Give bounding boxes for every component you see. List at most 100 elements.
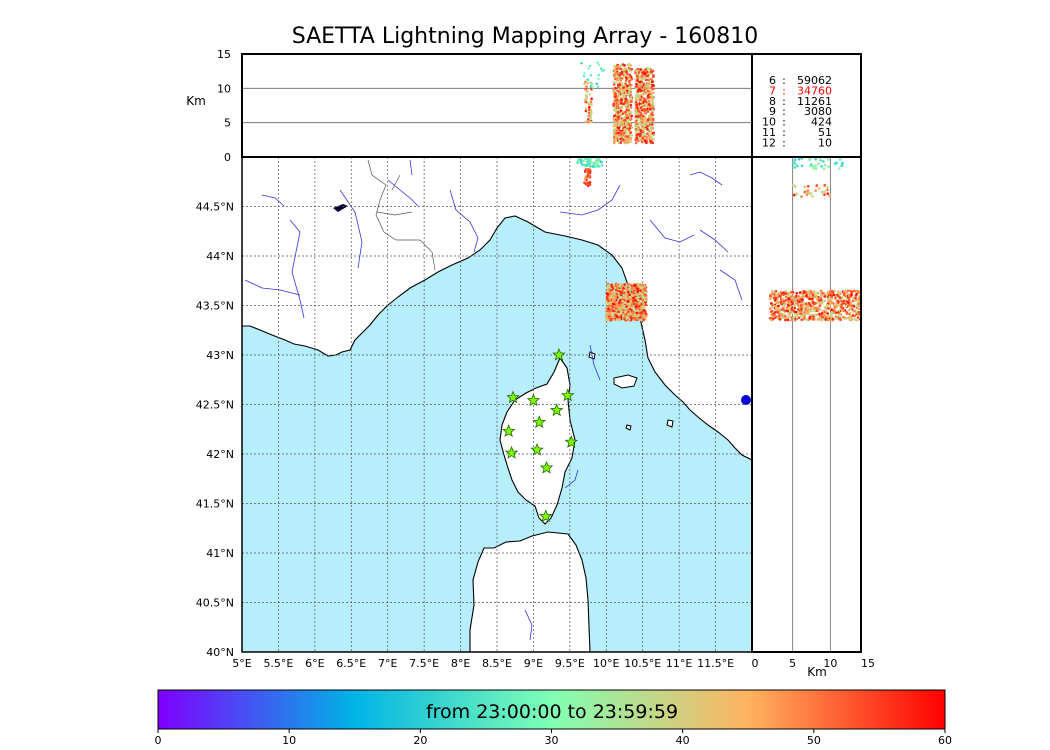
altitude-source xyxy=(647,86,650,90)
altitude-lat-source xyxy=(792,299,795,303)
altitude-source xyxy=(641,93,645,96)
altitude-source xyxy=(613,77,617,81)
lightning-source xyxy=(637,314,640,318)
altitude-source xyxy=(615,135,619,138)
altitude-source xyxy=(615,77,619,80)
altitude-source xyxy=(623,88,626,91)
altitude-source xyxy=(650,113,654,116)
altitude-source xyxy=(602,68,606,72)
map-panel xyxy=(241,156,753,653)
right-x-tick-label: 10 xyxy=(823,657,837,670)
montecristo-island xyxy=(625,424,632,431)
altitude-source xyxy=(597,77,600,80)
altitude-source xyxy=(600,67,603,70)
lightning-source xyxy=(618,298,622,302)
altitude-source xyxy=(644,120,648,124)
altitude-source xyxy=(584,109,588,113)
altitude-lat-source xyxy=(812,300,815,304)
altitude-source xyxy=(627,129,631,132)
lightning-source xyxy=(607,304,611,308)
altitude-lat-source xyxy=(800,295,804,298)
altitude-source xyxy=(617,139,621,143)
station-count-num: 11 xyxy=(762,126,776,139)
altitude-lat-source xyxy=(847,301,850,304)
altitude-lat-source xyxy=(830,314,833,318)
lightning-source xyxy=(576,160,579,164)
altitude-source xyxy=(613,123,617,127)
altitude-source xyxy=(596,61,599,64)
map-x-tick-label: 8.5°E xyxy=(482,657,512,670)
map-x-tick-label: 7.5°E xyxy=(409,657,439,670)
station-marker xyxy=(560,388,575,402)
altitude-lat-source xyxy=(800,195,803,198)
colorbar-tick-label: 30 xyxy=(545,734,559,747)
lightning-source xyxy=(579,158,583,162)
altitude-lat-source xyxy=(794,310,798,314)
right-panel-background xyxy=(752,157,861,652)
altitude-lat-source xyxy=(834,311,838,314)
altitude-lat-source xyxy=(819,294,823,297)
altitude-source xyxy=(651,99,654,103)
lightning-source xyxy=(625,305,628,309)
lightning-source xyxy=(607,318,610,322)
lightning-source xyxy=(609,301,612,304)
altitude-source xyxy=(587,67,590,70)
altitude-source xyxy=(644,105,647,108)
station-count-value: 59062 xyxy=(797,74,832,87)
right-x-tick-label: 0 xyxy=(752,657,759,670)
lightning-source xyxy=(587,158,590,161)
lightning-source xyxy=(607,307,610,311)
altitude-source xyxy=(630,134,634,137)
altitude-lat-source xyxy=(814,167,818,170)
altitude-lat-source xyxy=(819,307,822,311)
altitude-source xyxy=(587,102,591,106)
station-marker xyxy=(552,347,566,361)
lightning-source xyxy=(600,163,604,167)
altitude-lat-source xyxy=(781,301,785,304)
lightning-source xyxy=(632,302,636,306)
lightning-source xyxy=(621,299,625,303)
altitude-lat-source xyxy=(821,318,824,321)
lightning-source xyxy=(586,184,590,188)
colorbar-tick-label: 20 xyxy=(413,734,427,747)
altitude-lat-source xyxy=(802,291,806,294)
altitude-source xyxy=(617,128,621,132)
right-frame xyxy=(751,156,862,653)
altitude-lat-source xyxy=(788,305,792,309)
altitude-lat-source xyxy=(783,309,786,313)
altitude-source xyxy=(614,94,618,98)
altitude-source xyxy=(615,113,619,116)
altitude-source xyxy=(639,132,643,135)
top-points xyxy=(580,61,655,145)
altitude-lat-source xyxy=(847,298,851,302)
altitude-source xyxy=(584,107,588,110)
station-marker xyxy=(539,509,553,523)
lightning-source xyxy=(630,310,634,314)
altitude-source xyxy=(618,106,622,110)
altitude-source xyxy=(651,105,654,108)
lightning-source xyxy=(641,288,644,292)
lightning-source xyxy=(612,283,616,287)
lightning-source xyxy=(614,300,618,304)
altitude-source xyxy=(646,96,650,100)
altitude-lat-source xyxy=(855,299,858,302)
altitude-source xyxy=(612,130,616,133)
map-x-ticks: 5°E 5.5°E 6°E 6.5°E 7°E 7.5°E 8°E 8.5°E 9°E 9.5°E… xyxy=(232,657,734,670)
altitude-lat-source xyxy=(834,317,837,320)
colorbar-tick-label: 40 xyxy=(676,734,690,747)
lightning-source xyxy=(618,314,621,317)
altitude-source xyxy=(619,137,622,141)
altitude-source xyxy=(646,110,650,113)
altitude-lat-source xyxy=(840,302,844,306)
altitude-lat-source xyxy=(792,162,796,166)
altitude-source xyxy=(624,73,627,76)
map-x-tick-label: 10°E xyxy=(593,657,619,670)
lightning-source xyxy=(587,162,590,165)
map-x-tick-label: 6.5°E xyxy=(336,657,366,670)
altitude-source xyxy=(644,68,647,71)
altitude-source xyxy=(621,112,625,115)
map-x-tick-label: 9.5°E xyxy=(555,657,585,670)
altitude-source xyxy=(623,63,626,67)
station-count-sep: : xyxy=(782,105,786,118)
altitude-source xyxy=(614,127,618,131)
